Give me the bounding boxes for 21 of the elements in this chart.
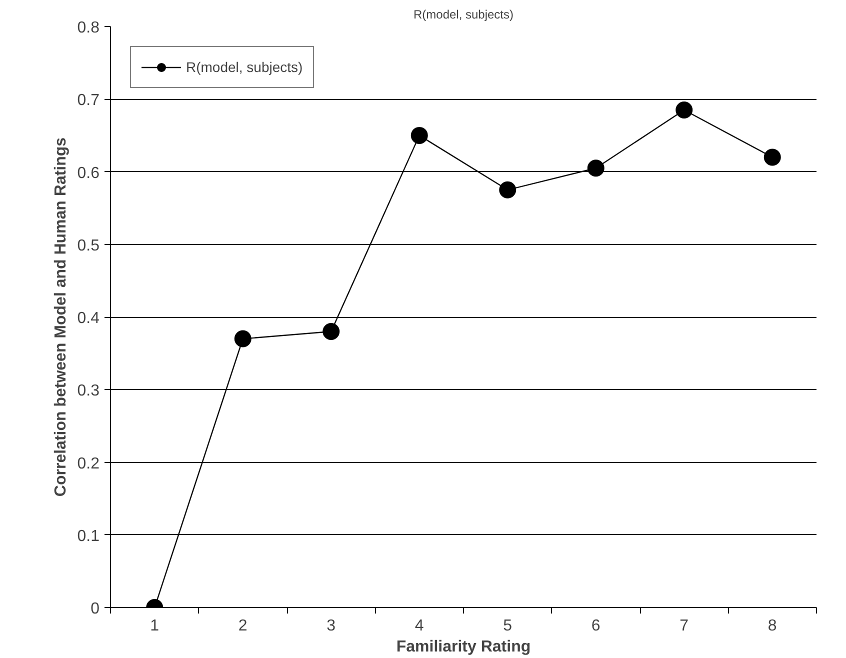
x-tick-label: 5 [503,618,512,634]
y-tick-label: 0 [90,600,100,618]
x-tick-label: 4 [414,618,424,634]
x-tick-label: 2 [238,618,248,634]
y-tick-label: 0.3 [77,382,100,400]
y-tick-label: 0.7 [77,92,100,110]
y-axis-title: Correlation between Model and Human Ratings [52,137,70,497]
x-tick-label: 3 [326,618,336,634]
y-tick-label: 0.6 [77,164,100,182]
x-tick-label: 6 [591,618,600,634]
x-tick-label: 8 [768,618,777,634]
x-tick-label: 1 [150,618,160,634]
y-tick-label: 0.1 [77,528,100,545]
chart-title: R(model, subjects) [413,8,514,22]
y-tick-label: 0.5 [77,237,100,254]
legend-label: R(model, subjects) [186,59,303,75]
x-tick-label: 7 [680,618,689,634]
x-axis-title: Familiarity Rating [396,638,531,656]
y-tick-label: 0.2 [77,455,100,472]
y-tick-label: 0.4 [77,310,100,327]
y-tick-label: 0.8 [77,20,100,36]
